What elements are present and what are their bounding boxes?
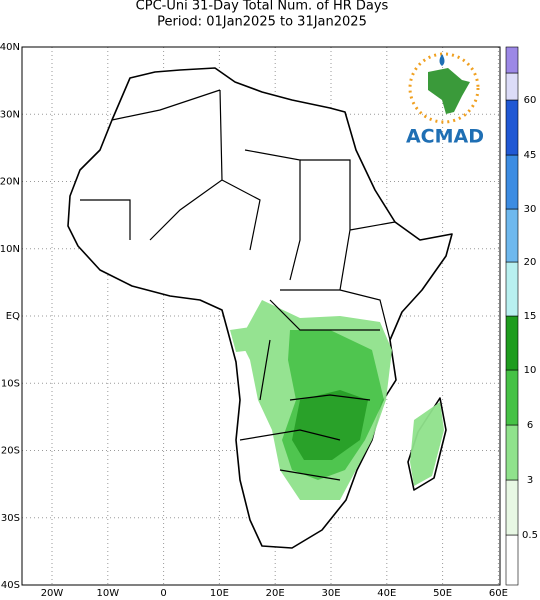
lon-label: 20E <box>266 588 285 599</box>
colorbar-swatch <box>505 534 519 586</box>
lat-label: EQ <box>6 311 20 322</box>
lon-label: 30E <box>321 588 340 599</box>
colorbar-swatch <box>505 154 519 210</box>
colorbar-label: 3 <box>527 475 533 486</box>
colorbar-label: 6 <box>527 420 533 431</box>
africa <box>67 67 453 549</box>
lat-label: 40S <box>1 580 20 591</box>
lon-label: 60E <box>489 588 508 599</box>
lat-label: 30S <box>1 513 20 524</box>
colorbar-label: 30 <box>524 204 537 215</box>
lon-label: 10E <box>210 588 229 599</box>
colorbar-label: 45 <box>524 150 537 161</box>
lon-label: 20W <box>41 588 64 599</box>
lat-label: 20S <box>1 446 20 457</box>
colorbar-swatch <box>505 99 519 156</box>
lon-label: 50E <box>433 588 452 599</box>
colorbar-swatch <box>505 46 519 74</box>
lat-label: 10N <box>0 244 20 255</box>
colorbar-label: 15 <box>524 311 537 322</box>
colorbar-swatch <box>505 479 519 536</box>
logo: ACMAD <box>406 52 484 148</box>
logo-text: ACMAD <box>406 126 484 148</box>
lon-label: 40E <box>377 588 396 599</box>
map-frame <box>21 46 501 586</box>
colorbar-label: 60 <box>524 95 537 106</box>
colorbar: 0.5 3 6 10 15 20 30 45 60 <box>505 46 538 586</box>
lat-label: 40N <box>0 42 20 53</box>
colorbar-swatch <box>505 315 519 371</box>
rain-areas <box>230 300 444 500</box>
colorbar-swatch <box>505 208 519 263</box>
colorbar-label: 10 <box>524 365 537 376</box>
lon-label: 10W <box>96 588 119 599</box>
lat-label: 10S <box>1 378 20 389</box>
title: CPC-Uni 31-Day Total Num. of HR Days <box>136 0 389 14</box>
lat-label: 20N <box>0 177 20 188</box>
lat-label: 30N <box>0 109 20 120</box>
colorbar-label: 20 <box>524 257 537 268</box>
borders <box>80 89 396 481</box>
subtitle: Period: 01Jan2025 to 31Jan2025 <box>157 15 367 30</box>
colorbar-swatch <box>505 369 519 426</box>
colorbar-swatch <box>505 261 519 317</box>
logo-rays <box>408 52 480 124</box>
lon-label: 0 <box>160 588 166 599</box>
rain-area <box>292 390 368 460</box>
rain-area <box>410 402 444 486</box>
colorbar-swatch <box>505 424 519 481</box>
colorbar-label: 0.5 <box>522 530 538 541</box>
logo-africa <box>428 68 470 114</box>
logo-drop <box>439 54 445 66</box>
rain-area <box>230 326 258 352</box>
colorbar-swatch <box>505 72 519 101</box>
